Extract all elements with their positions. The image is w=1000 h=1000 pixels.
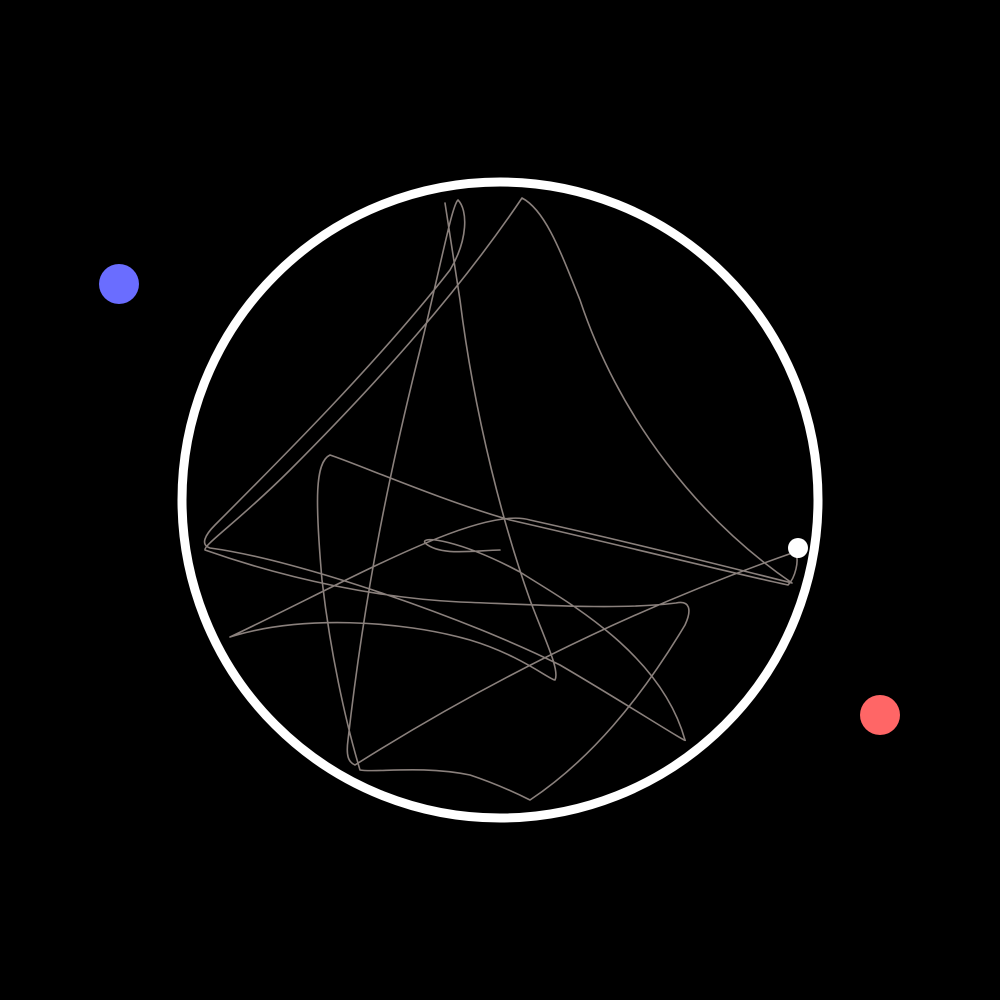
red-attractor xyxy=(860,695,900,735)
blue-attractor xyxy=(99,264,139,304)
ball-trail xyxy=(203,197,798,801)
ball xyxy=(788,538,808,558)
boundary-circle xyxy=(177,177,823,823)
